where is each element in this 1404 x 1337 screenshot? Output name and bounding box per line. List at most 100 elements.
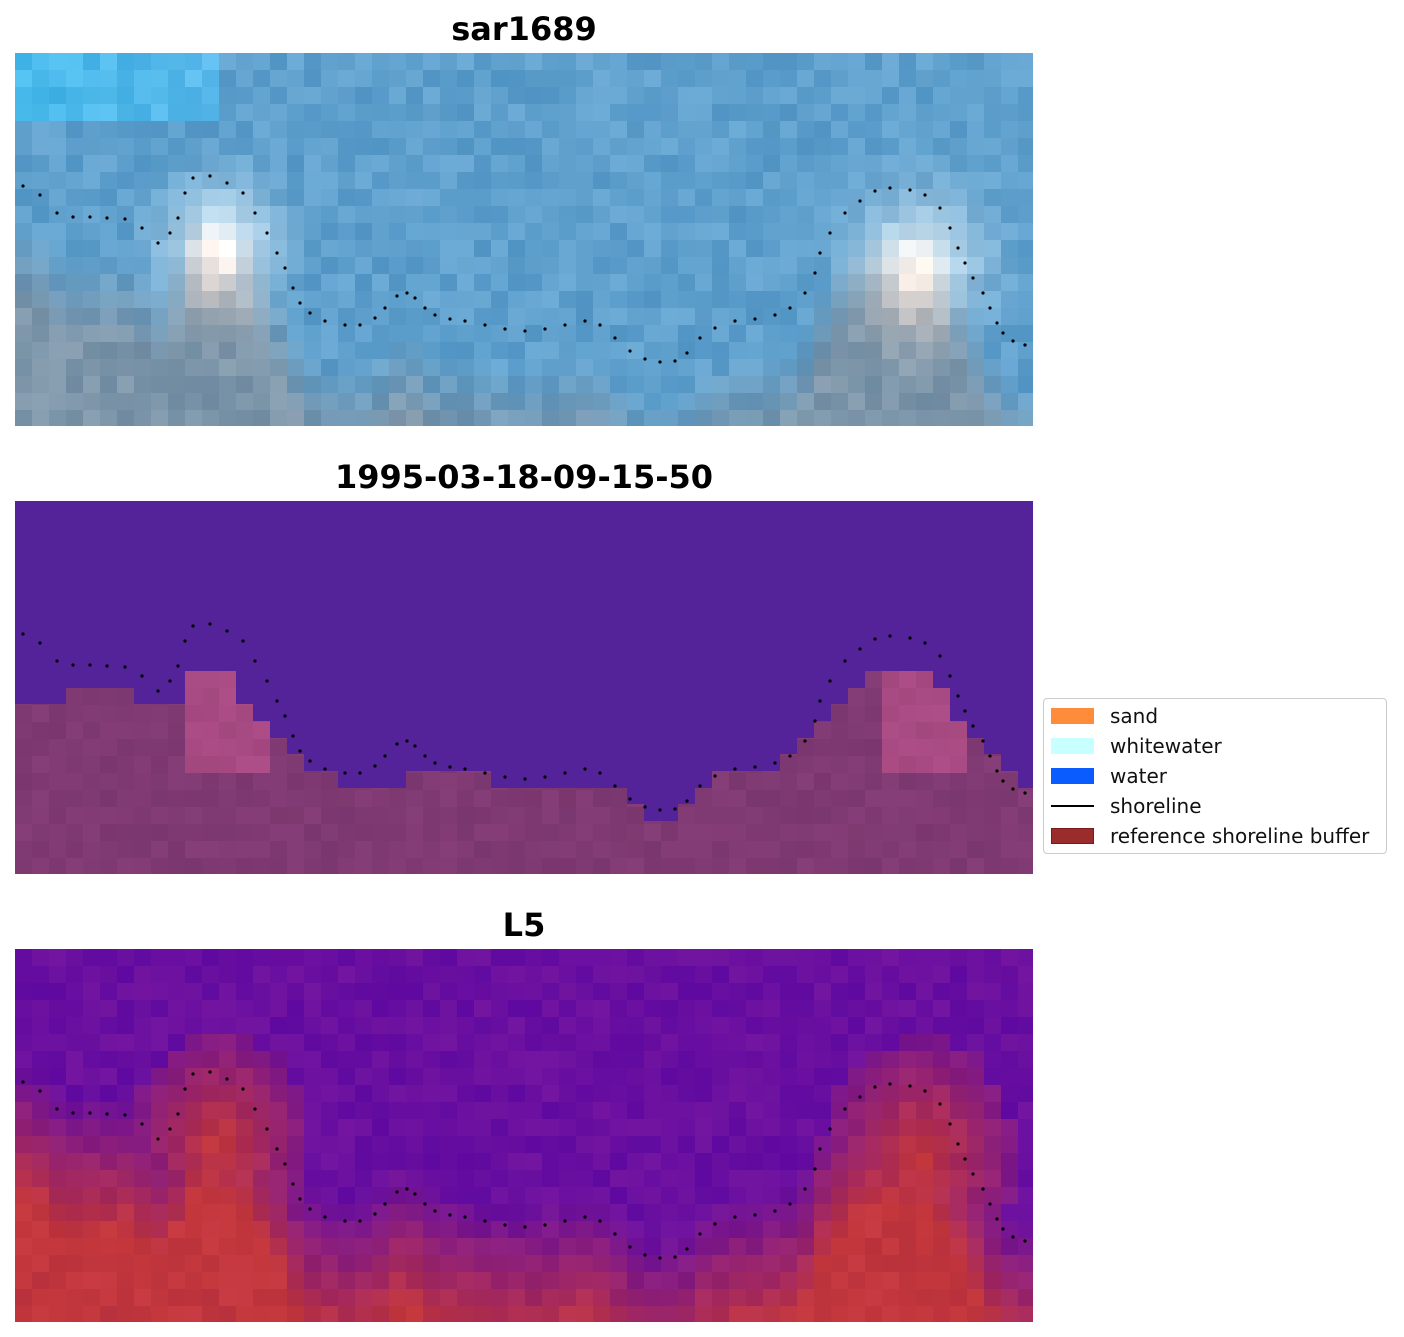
rgb-pixel	[933, 257, 950, 274]
buffer-pixel	[559, 841, 576, 858]
index-pixel	[423, 1170, 440, 1187]
buffer-pixel	[933, 841, 950, 858]
rgb-pixel	[168, 342, 185, 359]
index-pixel	[287, 1102, 304, 1119]
index-pixel	[1018, 1017, 1033, 1034]
buffer-pixel	[627, 841, 644, 858]
shoreline-point	[963, 261, 967, 265]
index-pixel	[950, 1119, 967, 1136]
rgb-pixel	[780, 359, 797, 376]
index-pixel	[933, 1068, 950, 1085]
rgb-pixel	[746, 274, 763, 291]
rgb-pixel	[423, 291, 440, 308]
index-pixel	[440, 1068, 457, 1085]
rgb-pixel	[695, 376, 712, 393]
rgb-pixel	[49, 393, 66, 410]
rgb-pixel	[185, 291, 202, 308]
rgb-pixel	[66, 206, 83, 223]
index-pixel	[644, 1085, 661, 1102]
index-pixel	[559, 1085, 576, 1102]
rgb-pixel	[695, 257, 712, 274]
rgb-pixel	[797, 342, 814, 359]
rgb-pixel	[950, 206, 967, 223]
index-pixel	[219, 1034, 236, 1051]
rgb-pixel	[185, 138, 202, 155]
rgb-pixel	[321, 410, 338, 426]
rgb-pixel	[185, 410, 202, 426]
index-pixel	[797, 966, 814, 983]
index-pixel	[321, 1034, 338, 1051]
buffer-pixel	[457, 771, 474, 773]
buffer-pixel	[423, 771, 440, 773]
index-pixel	[202, 1306, 219, 1322]
rgb-pixel	[304, 70, 321, 87]
rgb-pixel	[899, 325, 916, 342]
buffer-pixel	[797, 858, 814, 874]
index-pixel	[83, 1051, 100, 1068]
index-pixel	[168, 949, 185, 966]
shoreline-point	[988, 1202, 992, 1206]
buffer-pixel	[457, 841, 474, 858]
rgb-pixel	[814, 138, 831, 155]
index-pixel	[848, 1170, 865, 1187]
rgb-pixel	[593, 172, 610, 189]
index-pixel	[627, 1085, 644, 1102]
index-pixel	[627, 966, 644, 983]
buffer-pixel	[66, 722, 83, 739]
index-pixel	[559, 1034, 576, 1051]
buffer-pixel	[542, 807, 559, 824]
buffer-pixel	[185, 790, 202, 807]
rgb-pixel	[100, 172, 117, 189]
index-pixel	[151, 1238, 168, 1255]
buffer-pixel	[66, 756, 83, 773]
buffer-pixel	[474, 773, 491, 790]
rgb-pixel	[151, 257, 168, 274]
rgb-pixel	[627, 121, 644, 138]
index-pixel	[576, 1153, 593, 1170]
shoreline-point	[948, 226, 952, 230]
index-pixel	[100, 949, 117, 966]
rgb-pixel	[644, 359, 661, 376]
rgb-pixel	[423, 308, 440, 325]
buffer-pixel	[49, 841, 66, 858]
buffer-pixel	[882, 705, 899, 722]
index-pixel	[457, 1034, 474, 1051]
index-pixel	[814, 1000, 831, 1017]
index-pixel	[831, 1136, 848, 1153]
rgb-pixel	[610, 291, 627, 308]
index-pixel	[321, 1238, 338, 1255]
rgb-pixel	[542, 240, 559, 257]
rgb-pixel	[100, 189, 117, 206]
index-pixel	[151, 1000, 168, 1017]
buffer-pixel	[848, 756, 865, 773]
index-pixel	[899, 1000, 916, 1017]
index-pixel	[661, 1187, 678, 1204]
index-pixel	[440, 1289, 457, 1306]
rgb-pixel	[474, 155, 491, 172]
shoreline-point	[123, 1113, 127, 1117]
index-pixel	[49, 949, 66, 966]
shoreline-point	[123, 665, 127, 669]
index-pixel	[559, 1136, 576, 1153]
rgb-pixel	[576, 104, 593, 121]
rgb-pixel	[287, 87, 304, 104]
index-pixel	[185, 1204, 202, 1221]
rgb-pixel	[763, 104, 780, 121]
rgb-pixel	[474, 206, 491, 223]
index-pixel	[746, 1051, 763, 1068]
index-pixel	[933, 1272, 950, 1289]
shoreline-point	[21, 184, 25, 188]
rgb-pixel	[202, 274, 219, 291]
index-pixel	[627, 1306, 644, 1322]
rgb-pixel	[729, 172, 746, 189]
index-pixel	[508, 1238, 525, 1255]
rgb-pixel	[797, 393, 814, 410]
rgb-pixel	[32, 257, 49, 274]
rgb-pixel	[355, 342, 372, 359]
rgb-pixel	[1018, 291, 1033, 308]
rgb-pixel	[457, 257, 474, 274]
index-pixel	[780, 1051, 797, 1068]
index-pixel	[593, 1170, 610, 1187]
rgb-pixel	[372, 189, 389, 206]
index-pixel	[49, 1170, 66, 1187]
